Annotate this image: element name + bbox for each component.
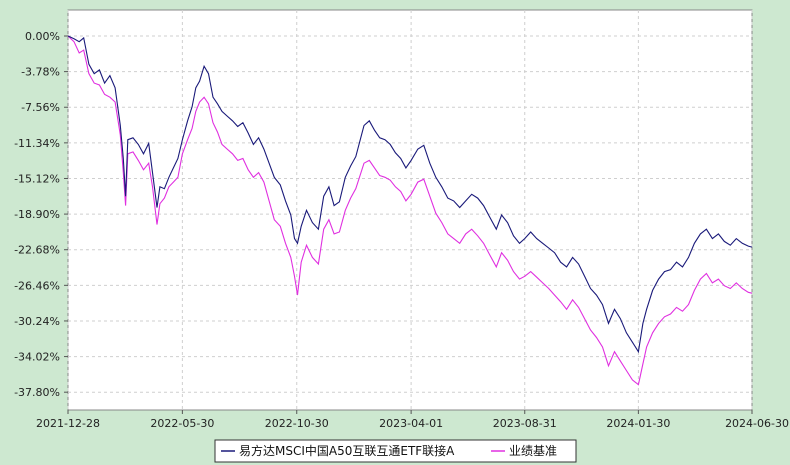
y-tick-label: -11.34% [14, 137, 60, 150]
y-tick-label: 0.00% [25, 30, 60, 43]
x-tick-label: 2021-12-28 [36, 417, 100, 430]
x-tick-label: 2024-06-30 [725, 417, 789, 430]
y-tick-label: -34.02% [14, 351, 60, 364]
x-tick-label: 2022-10-30 [265, 417, 329, 430]
legend: 易方达MSCI中国A50互联互通ETF联接A 业绩基准 [214, 439, 577, 463]
legend-label-1: 业绩基准 [509, 444, 557, 458]
x-tick-label: 2023-08-31 [493, 417, 557, 430]
y-tick-label: -26.46% [14, 279, 60, 292]
x-tick-label: 2024-01-30 [606, 417, 670, 430]
series-line-1 [67, 35, 753, 386]
y-tick-label: -7.56% [21, 101, 60, 114]
y-tick-label: -37.80% [14, 386, 60, 399]
y-tick-label: -15.12% [14, 172, 60, 185]
y-tick-label: -3.78% [21, 66, 60, 79]
y-tick-label: -22.68% [14, 244, 60, 257]
x-axis-ticks: 2021-12-28 2022-05-30 2022-10-30 2023-04-01… [36, 410, 789, 430]
series-lines [67, 35, 753, 386]
y-tick-label: -30.24% [14, 315, 60, 328]
gridlines [67, 10, 753, 410]
plot-area [67, 9, 753, 411]
series-line-0 [67, 35, 753, 354]
x-tick-label: 2023-04-01 [379, 417, 443, 430]
legend-label-0: 易方达MSCI中国A50互联互通ETF联接A [239, 443, 455, 458]
x-tick-label: 2022-05-30 [150, 417, 214, 430]
y-tick-label: -18.90% [14, 208, 60, 221]
y-axis-ticks: 0.00% -3.78% -7.56% -11.34% -15.12% -18.90% -2… [14, 30, 68, 399]
legend-box [214, 439, 577, 463]
